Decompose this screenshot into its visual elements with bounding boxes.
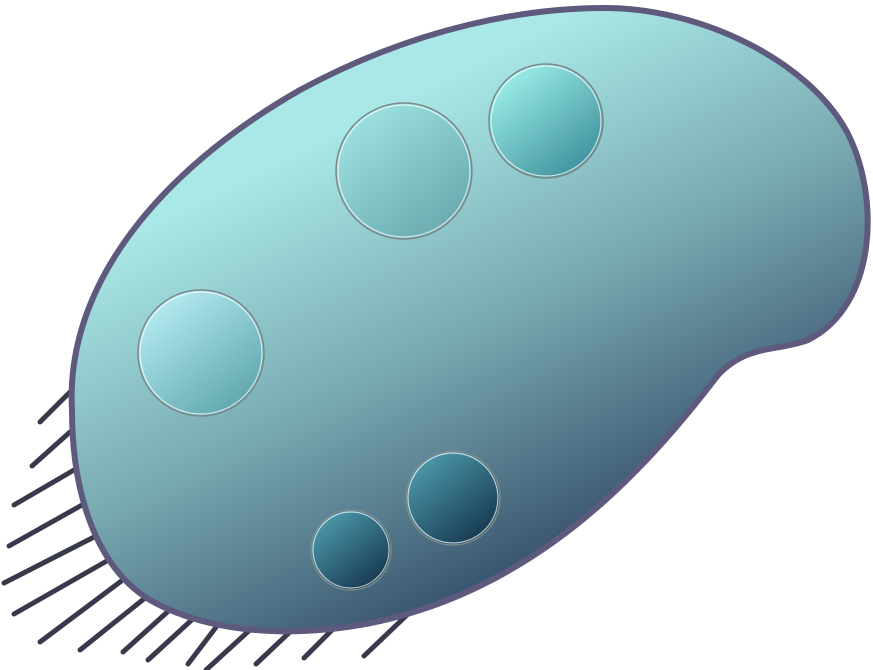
vacuole-left [137,289,265,417]
cilium [11,555,115,617]
cilium [1,533,99,586]
vacuole-upper-center-highlight [337,104,471,238]
cilium [253,627,295,667]
vacuole-left-highlight [139,291,263,415]
vacuole-lower-right [405,450,501,546]
vacuole-upper-right-highlight [490,65,602,177]
cilium [145,613,199,663]
cilium [77,591,153,653]
cilium [37,573,131,645]
cilium [185,619,223,667]
cilia-group [1,389,411,670]
cilium [6,502,85,549]
cilium [37,389,73,425]
cilium [29,429,73,469]
vacuole-lower-left-highlight [312,511,390,589]
cilium [11,467,77,508]
vacuole-lower-right-highlight [407,452,499,544]
vacuole-upper-center [335,102,473,240]
vacuole-upper-right [488,63,604,179]
cell-body [68,5,871,635]
vacuole-lower-left [310,509,392,591]
cilium [203,625,255,670]
cilium [120,603,177,655]
cilium [361,611,411,659]
cilium [301,625,337,661]
vacuole-group [137,63,604,591]
